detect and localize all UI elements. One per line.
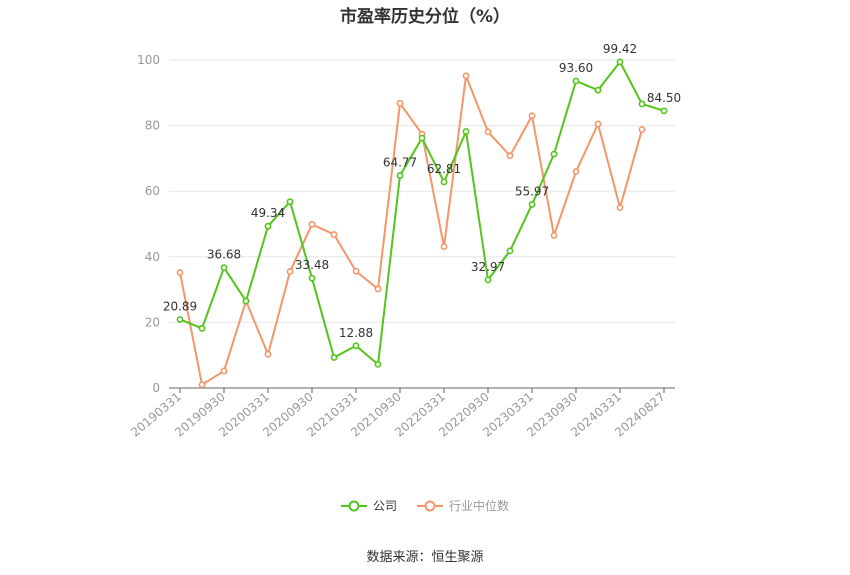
data-point bbox=[352, 267, 360, 275]
data-label: 99.42 bbox=[603, 42, 637, 56]
data-point bbox=[264, 222, 272, 230]
data-point bbox=[330, 231, 338, 238]
data-point bbox=[506, 152, 514, 160]
legend-item-company[interactable]: 公司 bbox=[340, 497, 397, 514]
y-tick-label: 80 bbox=[145, 119, 160, 133]
data-point bbox=[440, 243, 448, 251]
data-label: 62.81 bbox=[427, 162, 461, 176]
data-point bbox=[528, 201, 536, 208]
series-line-1 bbox=[179, 74, 643, 386]
data-point bbox=[638, 126, 646, 133]
data-point bbox=[572, 168, 580, 175]
data-point bbox=[330, 354, 338, 361]
data-point bbox=[264, 350, 272, 358]
legend-label-company: 公司 bbox=[372, 499, 397, 513]
y-tick-label: 100 bbox=[137, 53, 160, 67]
gridlines bbox=[169, 59, 675, 323]
data-label: 33.48 bbox=[295, 258, 329, 272]
data-point bbox=[308, 220, 316, 228]
data-point bbox=[242, 297, 250, 305]
data-point bbox=[462, 128, 470, 135]
legend-item-industry[interactable]: 行业中位数 bbox=[417, 497, 509, 514]
data-point bbox=[550, 232, 558, 239]
data-label: 36.68 bbox=[207, 248, 241, 262]
data-label: 32.97 bbox=[471, 260, 505, 274]
data-point bbox=[484, 128, 492, 136]
data-point bbox=[462, 72, 470, 80]
data-point bbox=[220, 264, 228, 272]
data-point bbox=[484, 276, 492, 284]
data-point bbox=[374, 285, 382, 293]
data-point bbox=[616, 204, 624, 211]
data-point bbox=[396, 172, 404, 179]
data-point bbox=[550, 150, 558, 158]
data-point bbox=[616, 58, 624, 66]
axes: 0204060801002019033120190930202003312020… bbox=[128, 53, 675, 440]
data-label: 12.88 bbox=[339, 326, 373, 340]
y-tick-label: 60 bbox=[145, 184, 160, 198]
data-point bbox=[638, 100, 646, 108]
data-label: 84.50 bbox=[647, 91, 681, 105]
data-point bbox=[594, 120, 602, 128]
data-point bbox=[176, 269, 184, 276]
data-source: 数据来源：恒生聚源 bbox=[366, 550, 484, 565]
data-point bbox=[594, 86, 602, 94]
y-tick-label: 40 bbox=[145, 250, 160, 264]
data-point bbox=[396, 99, 404, 107]
data-point bbox=[660, 107, 668, 115]
data-point bbox=[286, 198, 294, 206]
data-point bbox=[528, 112, 536, 120]
data-point bbox=[506, 247, 514, 255]
data-point bbox=[440, 178, 448, 186]
legend-company-marker-icon bbox=[340, 500, 367, 511]
data-point bbox=[220, 367, 228, 375]
legend: 公司 行业中位数 bbox=[0, 497, 850, 514]
legend-label-industry: 行业中位数 bbox=[449, 499, 510, 513]
data-label: 55.97 bbox=[515, 184, 549, 198]
legend-industry-marker-icon bbox=[417, 500, 443, 511]
data-label: 49.34 bbox=[251, 206, 285, 220]
data-label: 93.60 bbox=[559, 61, 593, 75]
series-lines bbox=[176, 58, 668, 389]
data-point bbox=[176, 316, 184, 323]
data-labels: 20.89 36.68 49.34 33.48 12.88 64.77 62.81 32.97… bbox=[163, 42, 681, 340]
data-point bbox=[198, 381, 206, 389]
data-label: 64.77 bbox=[383, 156, 417, 170]
data-point bbox=[308, 274, 316, 282]
data-point bbox=[286, 268, 294, 275]
y-tick-label: 20 bbox=[145, 315, 160, 329]
data-point bbox=[352, 342, 360, 350]
chart-title: 市盈率历史分位（%） bbox=[339, 7, 511, 27]
data-point bbox=[374, 360, 382, 368]
data-point bbox=[198, 324, 206, 332]
data-point bbox=[572, 77, 580, 85]
y-tick-label: 0 bbox=[152, 381, 160, 395]
data-point bbox=[418, 134, 426, 142]
data-label: 20.89 bbox=[163, 299, 197, 313]
